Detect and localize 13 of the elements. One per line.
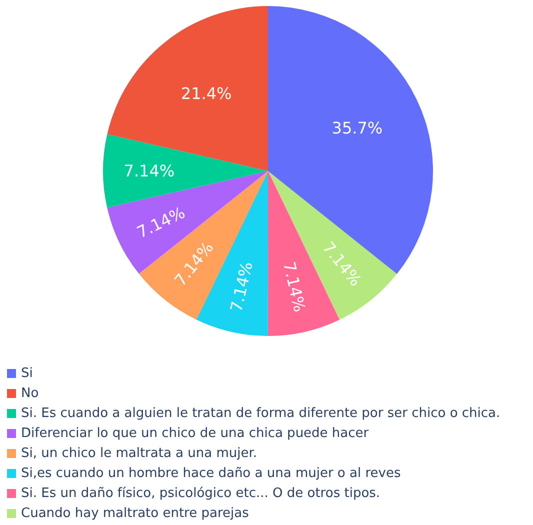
legend-label: No (21, 386, 39, 401)
legend-label: Si,es cuando un hombre hace daño a una mujer o al reves (21, 466, 401, 481)
data-label: 7.14% (279, 260, 310, 314)
legend-label: Si, un chico le maltrata a una mujer. (21, 446, 258, 461)
legend-label: Si (21, 366, 33, 381)
data-label: 7.14% (226, 260, 256, 314)
legend-label: Si. Es un daño físico, psicológico etc... O de otros tipos. (21, 486, 380, 501)
data-label: 7.14% (124, 161, 175, 180)
legend-label: Si. Es cuando a alguien le tratan de forma diferente por ser chico o chica. (21, 406, 500, 421)
data-label: 21.4% (180, 84, 232, 104)
legend-label: Diferenciar lo que un chico de una chica puede hacer (21, 426, 370, 441)
data-label: 35.7% (332, 118, 383, 138)
legend-label: Cuando hay maltrato entre parejas (21, 506, 250, 521)
